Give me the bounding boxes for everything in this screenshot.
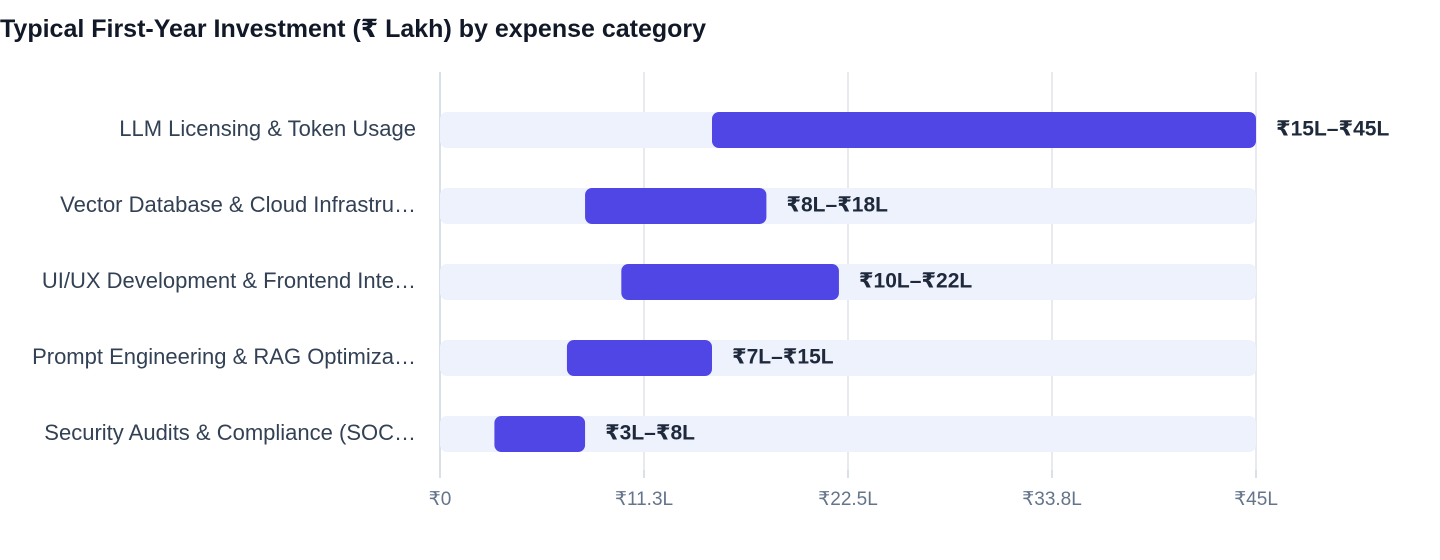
bar-track [440, 340, 1256, 376]
x-tick-label: ₹0 [429, 489, 452, 510]
category-labels: LLM Licensing & Token Usage Vector Databa… [32, 116, 416, 445]
value-labels: ₹15L–₹45L ₹8L–₹18L ₹10L–₹22L ₹7L–₹15L ₹3L–₹8… [605, 118, 1389, 445]
x-tick-label: ₹22.5L [818, 489, 878, 510]
bar-track [440, 264, 1256, 300]
range-bar[interactable] [621, 264, 839, 300]
chart-title: Typical First-Year Investment (₹ Lakh) b… [0, 15, 707, 43]
x-axis-tick-labels: ₹0 ₹11.3L ₹22.5L ₹33.8L ₹45L [429, 489, 1278, 510]
value-label: ₹7L–₹15L [732, 346, 834, 369]
value-label: ₹15L–₹45L [1276, 118, 1389, 141]
value-label: ₹3L–₹8L [605, 422, 695, 445]
value-label: ₹8L–₹18L [786, 194, 888, 217]
category-label: LLM Licensing & Token Usage [119, 116, 416, 141]
range-bar[interactable] [494, 416, 586, 452]
value-label: ₹10L–₹22L [859, 270, 972, 293]
x-tick-label: ₹11.3L [615, 489, 673, 510]
range-bars [494, 112, 1256, 452]
bar-track [440, 416, 1256, 452]
category-label: Vector Database & Cloud Infrastru… [60, 192, 416, 217]
category-label: Prompt Engineering & RAG Optimiza… [32, 344, 416, 369]
range-bar[interactable] [566, 340, 712, 376]
category-label: UI/UX Development & Frontend Inte… [42, 268, 416, 293]
range-bar[interactable] [585, 188, 767, 224]
range-bar[interactable] [712, 112, 1256, 148]
x-tick-label: ₹33.8L [1022, 489, 1082, 510]
category-label: Security Audits & Compliance (SOC… [44, 420, 416, 445]
x-tick-label: ₹45L [1234, 489, 1278, 510]
